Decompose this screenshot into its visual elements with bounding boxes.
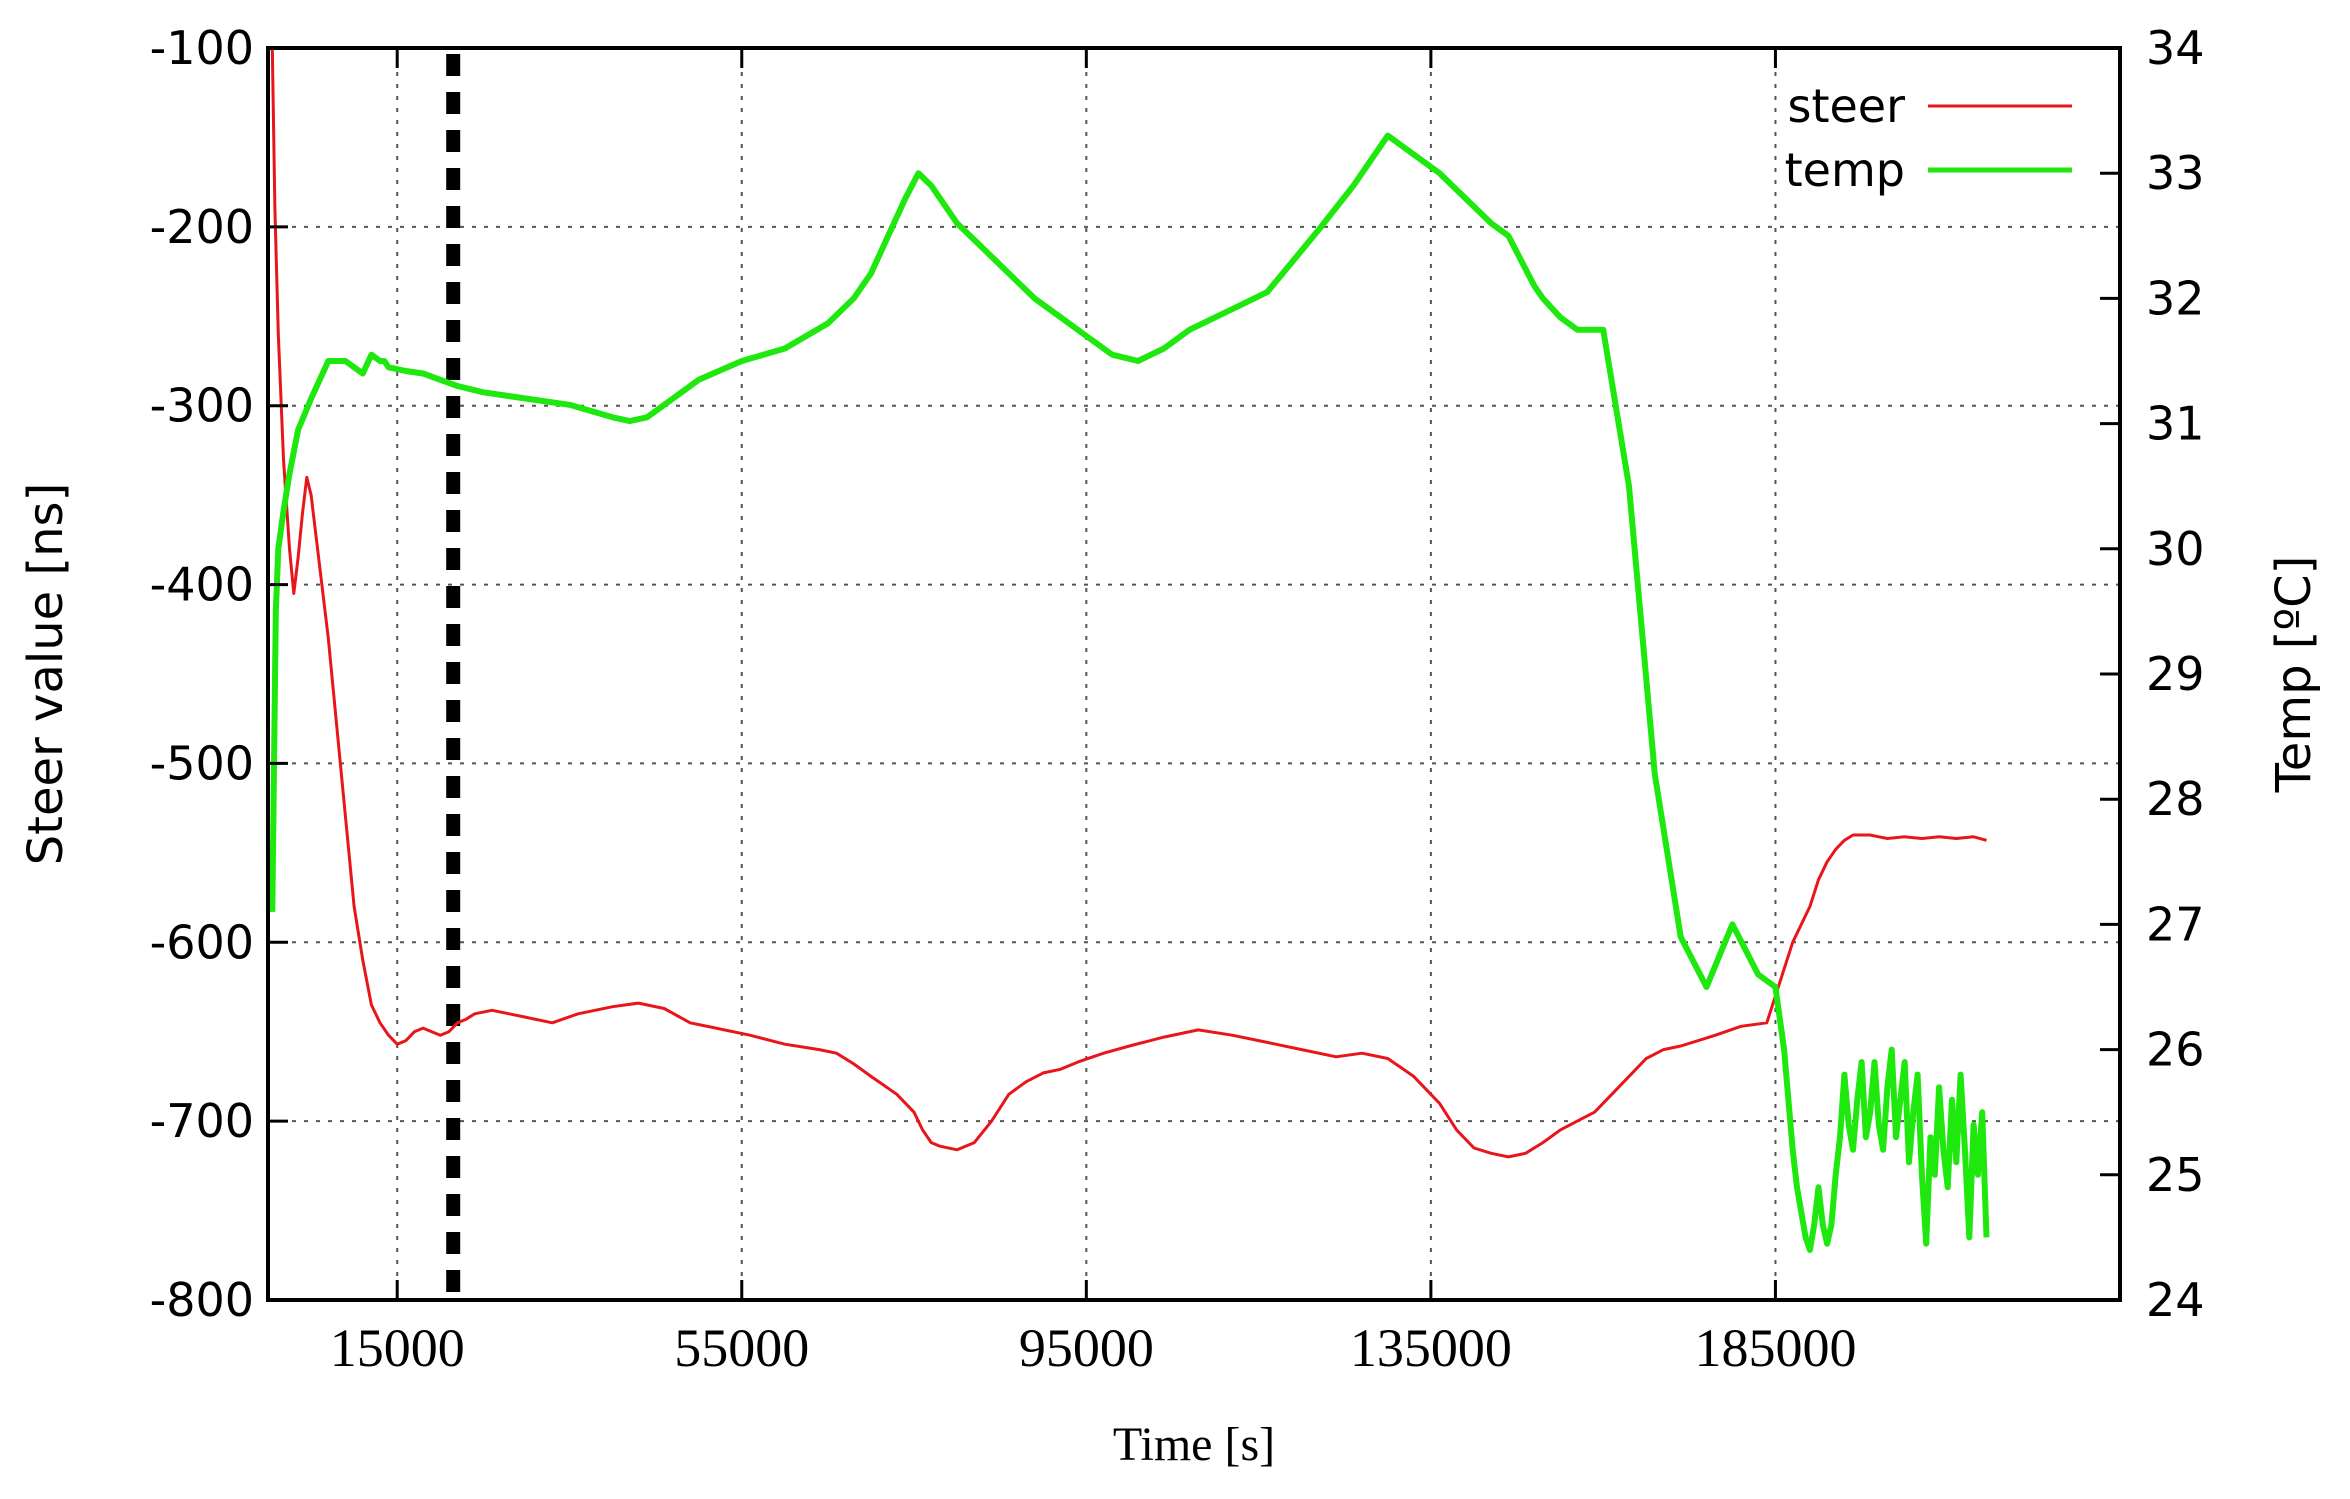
x-tick-label: 15000: [330, 1318, 465, 1378]
series-line-steer: [270, 47, 1987, 1159]
y2-tick-label: 30: [2146, 522, 2205, 576]
y2-tick-label: 34: [2146, 21, 2205, 75]
y-tick-label: -600: [150, 915, 254, 969]
y2-tick-label: 25: [2146, 1148, 2205, 1202]
y2-tick-label: 24: [2146, 1273, 2205, 1327]
series-line-temp: [269, 132, 1990, 1253]
y2-tick-label: 28: [2146, 772, 2205, 826]
x-tick-label: 185000: [1694, 1318, 1856, 1378]
x-axis-ticks: 15000 55000 95000 135000 185000: [330, 48, 1856, 1378]
y-axis-label: Steer value [ns]: [18, 483, 74, 866]
grid: [268, 48, 2120, 1300]
y-tick-label: -800: [150, 1273, 254, 1327]
y2-tick-label: 29: [2146, 647, 2205, 701]
x-tick-label: 135000: [1350, 1318, 1512, 1378]
y-tick-label: -100: [150, 21, 254, 75]
y-tick-label: -500: [150, 736, 254, 790]
right-axis-ticks: 34 33 32 31 30 29 28 27 26 25 24: [2100, 21, 2205, 1327]
y2-axis-label: Temp [ºC]: [2266, 556, 2322, 794]
y-tick-label: -300: [150, 379, 254, 433]
series-layer: [269, 47, 1990, 1253]
legend-label-steer: steer: [1787, 79, 1905, 133]
y2-tick-label: 32: [2146, 271, 2205, 325]
legend: steer temp: [1785, 79, 2072, 197]
y2-tick-label: 33: [2146, 146, 2205, 200]
y2-tick-label: 27: [2146, 897, 2205, 951]
y-tick-label: -400: [150, 558, 254, 612]
x-tick-label: 95000: [1019, 1318, 1154, 1378]
legend-label-temp: temp: [1785, 143, 1905, 197]
left-axis-ticks: -100 -200 -300 -400 -500 -600 -700 -800: [150, 21, 288, 1327]
y2-tick-label: 31: [2146, 397, 2205, 451]
y-tick-label: -700: [150, 1094, 254, 1148]
y-tick-label: -200: [150, 200, 254, 254]
x-axis-label: Time [s]: [1113, 1418, 1275, 1471]
x-tick-label: 55000: [674, 1318, 809, 1378]
y2-tick-label: 26: [2146, 1023, 2205, 1077]
